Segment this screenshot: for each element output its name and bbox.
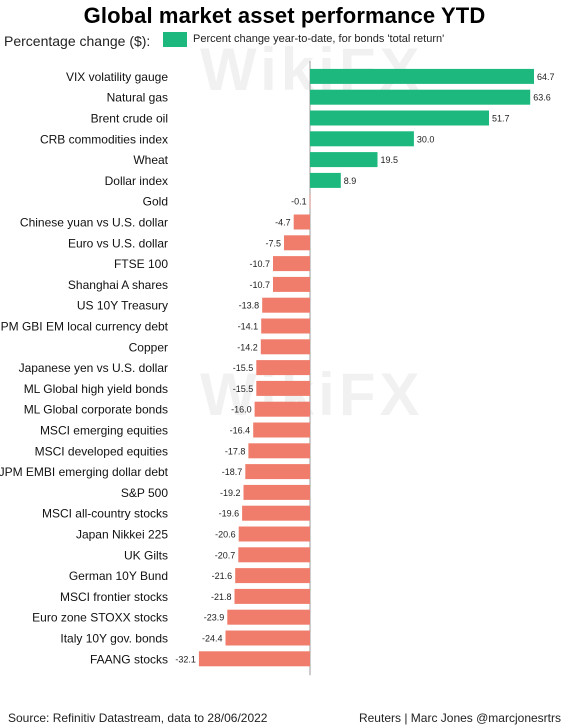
category-label: Wheat	[133, 153, 168, 167]
value-label: -10.7	[249, 280, 270, 290]
bar	[242, 505, 310, 521]
bar	[310, 110, 489, 126]
value-label: -23.9	[204, 613, 225, 623]
category-label: Dollar index	[105, 174, 168, 188]
value-label: -19.6	[219, 509, 240, 519]
category-label: German 10Y Bund	[69, 569, 168, 583]
category-label: JPM EMBI emerging dollar debt	[0, 465, 169, 479]
bar	[293, 214, 310, 230]
value-label: 63.6	[533, 93, 551, 103]
value-label: -13.8	[239, 301, 260, 311]
bar	[310, 172, 341, 188]
category-label: VIX volatility gauge	[66, 70, 168, 84]
value-label: -14.2	[237, 342, 258, 352]
value-label: 30.0	[417, 134, 435, 144]
bar	[262, 297, 310, 313]
value-label: -10.7	[249, 259, 270, 269]
category-label: FTSE 100	[114, 257, 168, 271]
category-label: FAANG stocks	[90, 652, 168, 666]
value-label: -15.5	[233, 363, 254, 373]
value-label: -18.7	[222, 467, 243, 477]
category-label: MSCI emerging equities	[40, 424, 168, 438]
value-label: 51.7	[492, 114, 510, 124]
bar	[284, 235, 310, 251]
value-label: -16.4	[230, 426, 251, 436]
category-label: MSCI developed equities	[35, 444, 168, 458]
bar-chart: VIX volatility gauge 64.7 Natural gas 63.6 B…	[0, 61, 555, 676]
category-label: MSCI frontier stocks	[60, 590, 168, 604]
value-label: -7.5	[265, 238, 281, 248]
value-label: -24.4	[202, 634, 223, 644]
value-label: -4.7	[275, 218, 291, 228]
chart-subtitle: Percentage change ($):	[4, 33, 151, 49]
value-label: -19.2	[220, 488, 241, 498]
bar	[198, 651, 310, 667]
bar	[238, 526, 310, 542]
bar	[273, 256, 310, 272]
value-label: 64.7	[537, 72, 555, 82]
category-label: Copper	[129, 340, 168, 354]
category-label: Natural gas	[107, 91, 168, 105]
bar	[261, 318, 310, 334]
category-label: Japan Nikkei 225	[76, 528, 168, 542]
legend-label: Percent change year-to-date, for bonds '…	[193, 33, 445, 45]
value-label: -15.5	[233, 384, 254, 394]
bar	[254, 401, 310, 417]
category-label: Chinese yuan vs U.S. dollar	[20, 216, 168, 230]
value-label: -14.1	[238, 322, 259, 332]
credit-note: Reuters | Marc Jones @marcjonesrtrs	[358, 711, 561, 725]
bar	[253, 422, 310, 438]
bar	[256, 380, 310, 396]
category-label: US 10Y Treasury	[77, 299, 168, 313]
category-label: S&P 500	[121, 486, 168, 500]
value-label: -20.6	[215, 530, 236, 540]
value-label: -16.0	[231, 405, 252, 415]
value-label: -20.7	[215, 550, 236, 560]
bar	[227, 609, 310, 625]
category-label: ML Global corporate bonds	[24, 403, 168, 417]
source-note: Source: Refinitiv Datastream, data to 28…	[8, 711, 268, 725]
legend: Percent change year-to-date, for bonds '…	[163, 31, 444, 47]
bar	[256, 360, 310, 376]
category-label: Shanghai A shares	[68, 278, 168, 292]
bar	[248, 443, 310, 459]
category-label: Euro zone STOXX stocks	[32, 611, 168, 625]
category-label: Gold	[143, 195, 168, 209]
bar	[243, 484, 310, 500]
bar	[225, 630, 310, 646]
bar	[309, 193, 311, 209]
category-label: Japanese yen vs U.S. dollar	[19, 361, 168, 375]
bar	[310, 131, 414, 147]
value-label: 19.5	[381, 155, 399, 165]
category-label: UK Gilts	[124, 548, 168, 562]
value-label: -17.8	[225, 446, 246, 456]
bar	[245, 464, 310, 480]
bar	[260, 339, 310, 355]
bar	[310, 68, 534, 84]
bar	[234, 588, 310, 604]
value-label: -21.8	[211, 592, 232, 602]
category-label: JPM GBI EM local currency debt	[0, 320, 169, 334]
value-label: -0.1	[291, 197, 307, 207]
bar	[310, 89, 531, 105]
category-label: Italy 10Y gov. bonds	[60, 632, 168, 646]
bar	[273, 276, 310, 292]
value-label: -32.1	[175, 654, 196, 664]
category-label: CRB commodities index	[40, 132, 168, 146]
bar	[238, 547, 310, 563]
chart-title: Global market asset performance YTD	[83, 3, 486, 28]
category-label: Brent crude oil	[91, 112, 168, 126]
bar	[235, 568, 310, 584]
legend-swatch	[163, 31, 187, 47]
bar	[310, 152, 378, 168]
value-label: -21.6	[212, 571, 233, 581]
category-label: ML Global high yield bonds	[24, 382, 168, 396]
category-label: Euro vs U.S. dollar	[68, 236, 168, 250]
category-label: MSCI all-country stocks	[42, 507, 168, 521]
value-label: 8.9	[344, 176, 357, 186]
